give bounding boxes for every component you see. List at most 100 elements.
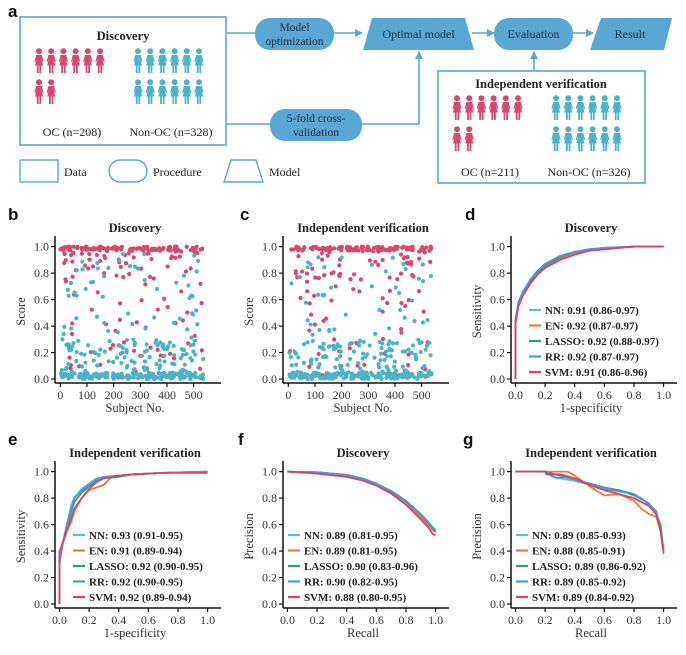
point-oc — [403, 303, 408, 309]
point-oc — [332, 246, 337, 251]
point-oc — [169, 254, 174, 259]
point-oc — [424, 245, 429, 250]
point-non-oc — [172, 353, 177, 358]
y-tick-label: 0.2 — [490, 346, 505, 360]
point-oc — [289, 247, 294, 252]
panel-label-a: a — [8, 2, 18, 21]
y-axis-label: Precision — [470, 512, 484, 559]
point-non-oc — [180, 352, 186, 358]
point-oc — [385, 300, 390, 306]
y-tick-label: 0.0 — [34, 372, 49, 386]
point-non-oc — [100, 294, 105, 299]
discovery-nonoc-label: Non-OC (n=328) — [129, 125, 212, 139]
curve-svm — [514, 245, 664, 379]
legend-procedure-shape — [108, 159, 148, 183]
model-optimization-line1: Model — [279, 22, 309, 34]
point-non-oc — [419, 340, 424, 345]
point-oc — [379, 246, 384, 251]
legend-data-shape — [19, 159, 59, 183]
point-non-oc — [356, 361, 361, 366]
point-non-oc — [62, 324, 67, 329]
workflow-diagram: Discovery OC (n=208) Non-OC (n=328) Inde… — [19, 16, 672, 184]
legend-label-lasso: LASSO: 0.89 (0.86-0.92) — [532, 561, 646, 573]
point-oc — [405, 254, 410, 260]
point-oc — [305, 289, 310, 294]
point-non-oc — [154, 286, 160, 292]
point-oc — [151, 276, 156, 281]
point-oc — [71, 250, 76, 256]
point-non-oc — [363, 371, 369, 376]
point-non-oc — [117, 258, 122, 263]
point-oc — [130, 247, 135, 252]
y-tick-label: 1.0 — [262, 240, 277, 254]
point-oc — [307, 364, 312, 370]
point-non-oc — [305, 318, 310, 323]
point-oc — [320, 257, 325, 262]
point-oc — [97, 248, 102, 253]
point-non-oc — [66, 293, 71, 298]
point-oc — [337, 273, 342, 279]
panel-label-g: g — [463, 430, 474, 449]
point-non-oc — [425, 373, 430, 378]
point-oc — [75, 245, 80, 251]
legend-label-en: EN: 0.91 (0.89-0.94) — [89, 546, 183, 558]
result-label: Result — [615, 27, 646, 41]
y-tick-label: 0.8 — [490, 491, 505, 505]
point-non-oc — [186, 283, 191, 288]
point-oc — [360, 248, 365, 254]
point-non-oc — [63, 367, 68, 372]
point-oc — [294, 244, 299, 249]
point-non-oc — [145, 366, 150, 371]
legend-label-lasso: LASSO: 0.90 (0.83-0.96) — [304, 561, 418, 573]
point-oc — [399, 326, 404, 332]
point-oc — [301, 247, 306, 252]
point-non-oc — [407, 374, 412, 379]
point-non-oc — [61, 331, 66, 337]
point-non-oc — [332, 327, 337, 332]
point-non-oc — [106, 265, 111, 271]
y-axis-label: Score — [14, 297, 28, 326]
connector-cv-to-optimal — [362, 51, 423, 125]
point-oc — [199, 348, 204, 353]
point-non-oc — [403, 374, 408, 379]
point-non-oc — [74, 293, 79, 298]
point-non-oc — [79, 364, 84, 369]
point-non-oc — [397, 290, 402, 296]
point-non-oc — [425, 317, 430, 323]
point-non-oc — [420, 262, 425, 267]
flow-connectors — [226, 29, 594, 125]
point-non-oc — [405, 370, 410, 375]
point-oc — [149, 256, 154, 262]
point-non-oc — [305, 372, 310, 377]
point-non-oc — [91, 349, 96, 355]
point-oc — [87, 251, 92, 257]
point-non-oc — [71, 341, 76, 346]
point-non-oc — [132, 340, 138, 346]
point-non-oc — [187, 295, 192, 301]
point-oc — [147, 274, 153, 279]
point-oc — [322, 273, 327, 278]
point-non-oc — [402, 315, 407, 320]
point-oc — [114, 273, 119, 278]
point-oc — [347, 346, 352, 351]
x-axis-label: Recall — [347, 626, 379, 640]
point-non-oc — [150, 373, 155, 378]
x-tick-label: 0.2 — [538, 613, 553, 627]
point-non-oc — [424, 343, 430, 348]
pr-chart-discovery: Discovery 0.0 0.2 0.4 0.6 0.8 1.0 0.0 0.2 0.4 0.6 0… — [242, 446, 449, 640]
point-non-oc — [409, 350, 414, 355]
y-tick-label: 0.4 — [34, 319, 49, 333]
point-oc — [180, 318, 185, 323]
point-oc — [398, 271, 404, 276]
point-oc — [155, 247, 160, 252]
point-non-oc — [311, 370, 316, 376]
panel-label-f: f — [238, 430, 244, 449]
point-non-oc — [321, 347, 326, 352]
point-oc — [331, 270, 336, 275]
point-non-oc — [416, 276, 422, 281]
point-oc — [365, 244, 370, 249]
point-oc — [63, 258, 68, 263]
point-non-oc — [362, 376, 367, 381]
independent-oc-label: OC (n=211) — [461, 165, 519, 179]
point-non-oc — [296, 355, 301, 360]
